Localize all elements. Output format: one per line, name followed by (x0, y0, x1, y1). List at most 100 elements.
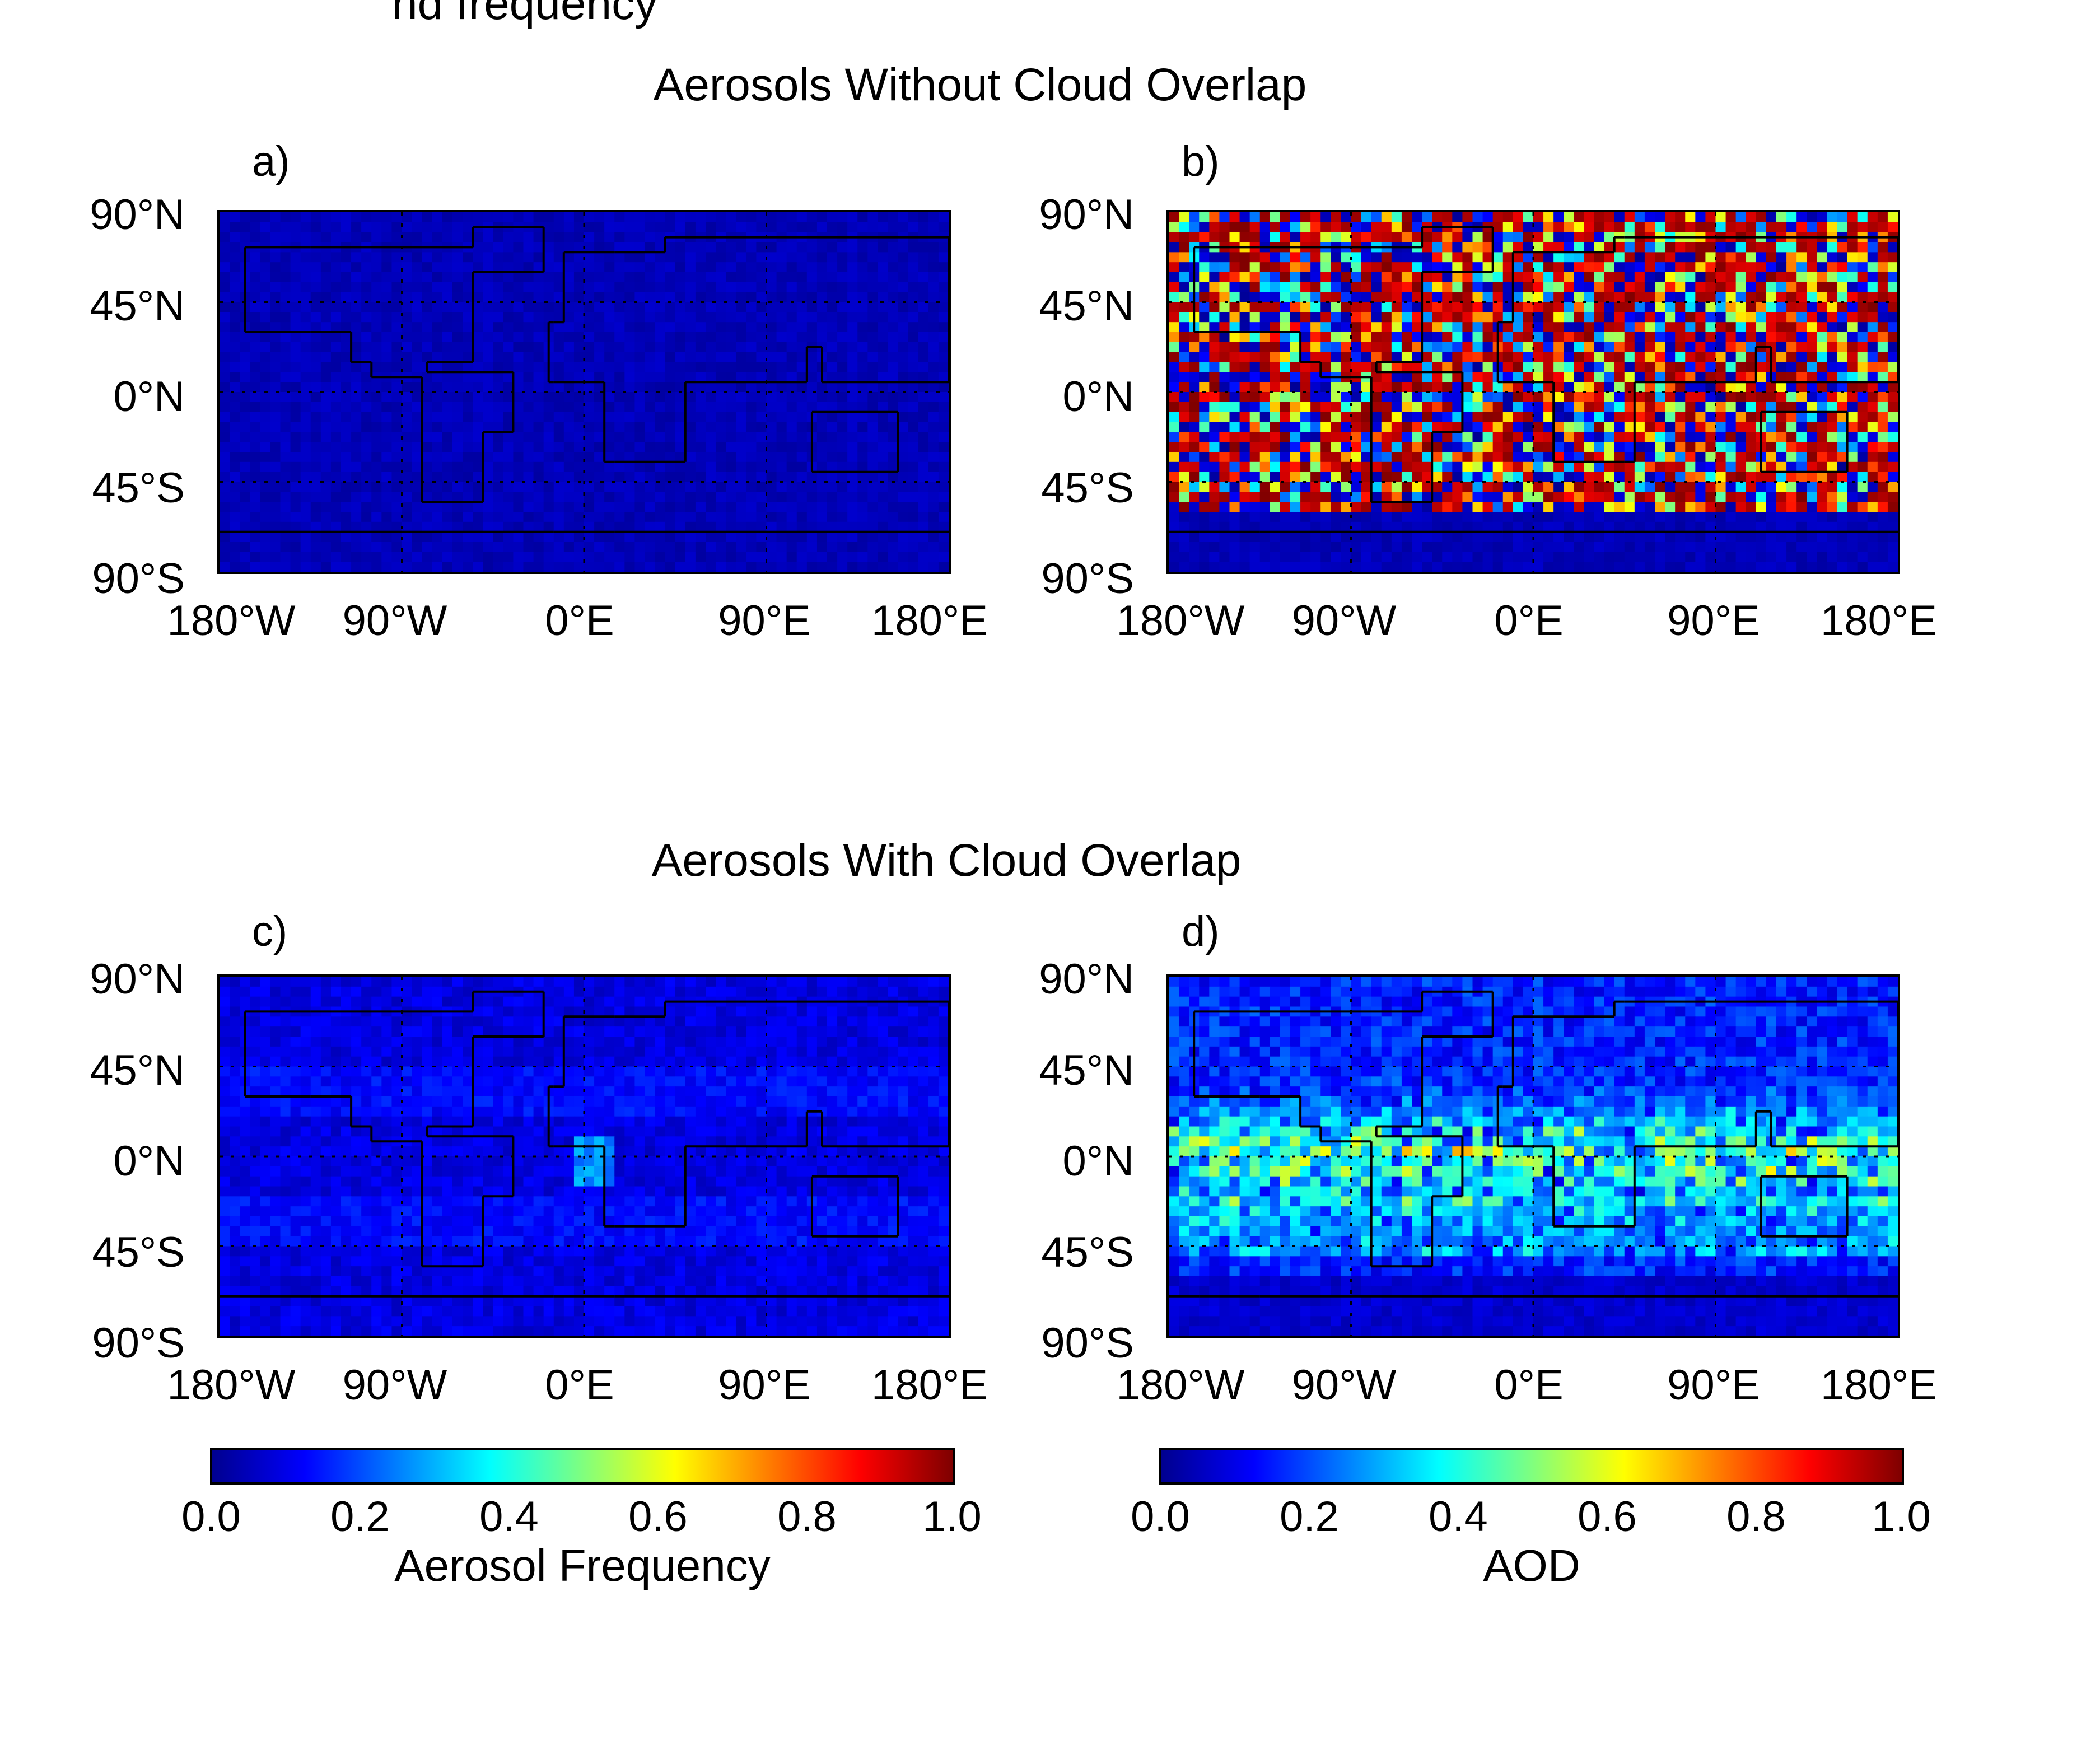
grid-cell (513, 282, 524, 293)
grid-cell (1462, 252, 1473, 263)
grid-cell (827, 242, 838, 253)
grid-cell (1857, 312, 1868, 323)
grid-cell (250, 402, 260, 413)
grid-cell (1655, 452, 1665, 463)
grid-cell (726, 222, 736, 233)
grid-cell (250, 492, 260, 502)
grid-cell (604, 552, 615, 562)
grid-cell (1584, 392, 1595, 403)
grid-cell (1523, 502, 1534, 512)
grid-cell (867, 372, 879, 382)
grid-cell (614, 422, 625, 432)
grid-cell (776, 332, 787, 343)
grid-cell (1381, 232, 1392, 243)
grid-cell (857, 472, 868, 483)
grid-cell (1887, 282, 1898, 293)
grid-cell (584, 442, 595, 452)
grid-cell (503, 352, 514, 363)
grid-cell (1584, 312, 1595, 323)
grid-cell (1361, 362, 1372, 372)
grid-cell (341, 472, 352, 483)
grid-cell (594, 472, 605, 483)
grid-cell (381, 422, 393, 432)
grid-cell (1857, 222, 1868, 233)
grid-cell (726, 452, 736, 463)
grid-cell (1543, 372, 1554, 382)
grid-cell (543, 412, 554, 423)
grid-cell (1492, 252, 1504, 263)
grid-cell (675, 282, 686, 293)
grid-cell (341, 442, 352, 452)
grid-cell (1715, 521, 1726, 533)
grid-cell (938, 482, 949, 492)
grid-cell (452, 482, 463, 492)
grid-cell (1614, 482, 1625, 492)
grid-cell (422, 542, 433, 552)
grid-cell (1249, 382, 1261, 393)
grid-cell (361, 442, 372, 452)
grid-cell (1432, 322, 1443, 333)
grid-cell (573, 362, 585, 372)
grid-cell (1776, 362, 1787, 372)
grid-cell (1756, 352, 1767, 363)
grid-cell (655, 531, 666, 543)
grid-cell (1179, 412, 1189, 423)
grid-cell (300, 322, 311, 333)
grid-cell (1634, 531, 1645, 543)
grid-cell (1462, 531, 1473, 543)
grid-cell (1259, 542, 1271, 552)
grid-cell (1513, 282, 1524, 293)
grid-cell (1594, 282, 1605, 293)
grid-cell (1452, 521, 1463, 533)
grid-cell (1219, 492, 1230, 502)
grid-cell (1472, 252, 1483, 263)
grid-cell (786, 521, 797, 533)
grid-cell (645, 502, 656, 512)
grid-cell (573, 372, 585, 382)
grid-cell (1432, 282, 1443, 293)
grid-cell (503, 452, 514, 463)
grid-cell (402, 302, 413, 312)
grid-cell (634, 452, 646, 463)
grid-cell (330, 412, 342, 423)
grid-cell (1432, 492, 1443, 502)
grid-cell (1513, 472, 1524, 483)
grid-cell (463, 502, 473, 512)
grid-cell (665, 402, 676, 413)
grid-cell (1351, 262, 1362, 273)
grid-cell (1705, 302, 1716, 312)
grid-cell (493, 542, 503, 552)
grid-cell (533, 392, 544, 403)
grid-cell (1351, 292, 1362, 303)
grid-cell (756, 252, 767, 263)
grid-cell (330, 502, 342, 512)
grid-cell (1442, 472, 1453, 483)
grid-cell (1320, 292, 1331, 303)
grid-cell (736, 461, 746, 473)
grid-cell (533, 531, 544, 543)
grid-cell (1817, 292, 1828, 303)
grid-cell (452, 312, 463, 323)
grid-cell (1746, 452, 1757, 463)
grid-cell (260, 422, 271, 432)
grid-cell (351, 482, 362, 492)
grid-cell (1614, 392, 1625, 403)
grid-cell (796, 412, 808, 423)
grid-cell (898, 362, 909, 372)
grid-cell (442, 542, 453, 552)
grid-cell (483, 412, 493, 423)
grid-cell (756, 342, 767, 353)
grid-cell (300, 521, 311, 533)
grid-cell (300, 232, 311, 243)
grid-cell (483, 512, 493, 522)
grid-cell (1179, 352, 1189, 363)
grid-cell (1675, 282, 1686, 293)
grid-cell (1249, 412, 1261, 423)
grid-cell (1391, 322, 1402, 333)
grid-cell (523, 362, 534, 372)
grid-cell (230, 372, 240, 382)
grid-cell (1887, 382, 1898, 393)
grid-cell (361, 272, 372, 283)
grid-cell (1665, 252, 1676, 263)
grid-cell (320, 392, 332, 403)
